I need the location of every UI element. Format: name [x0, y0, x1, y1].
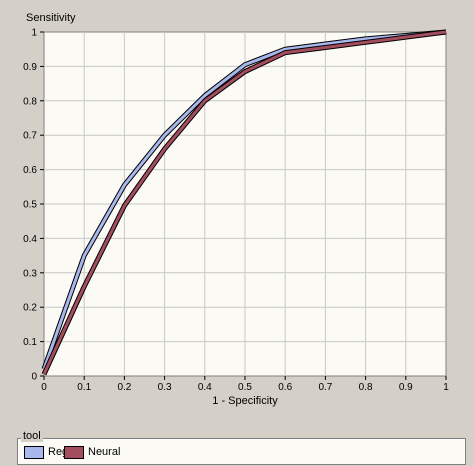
- y-tick-label: 0.3: [23, 268, 37, 279]
- y-tick-label: 0.1: [23, 337, 37, 348]
- x-tick-label: 0.7: [318, 382, 332, 393]
- legend-label-reg: Reg: [48, 446, 69, 458]
- legend-swatch-neural: [64, 445, 84, 459]
- y-axis-label: Sensitivity: [26, 12, 76, 24]
- legend-item-reg: Reg: [24, 445, 68, 459]
- ticks: 0 0.1 0.2 0.3 0.4 0.5 0.6 0.7 0.8 0.9 1 0 0.1 0.2 0.3 0…: [23, 28, 449, 394]
- y-tick-label: 0.2: [23, 303, 37, 314]
- x-tick-label: 0.2: [117, 382, 131, 393]
- legend-swatch-reg: [24, 445, 44, 459]
- x-tick-label: 0.3: [158, 382, 172, 393]
- x-tick-label: 0.8: [359, 382, 373, 393]
- y-tick-label: 0.6: [23, 165, 37, 176]
- y-tick-label: 0.5: [23, 200, 37, 211]
- x-tick-label: 0.1: [77, 382, 91, 393]
- y-tick-label: 0.7: [23, 131, 37, 142]
- y-tick-label: 0.9: [23, 62, 37, 73]
- legend-item-neural: Neural: [64, 445, 120, 459]
- x-tick-label: 1: [443, 382, 449, 393]
- x-tick-label: 0.6: [278, 382, 292, 393]
- legend-label-neural: Neural: [88, 446, 121, 458]
- x-tick-label: 0.9: [399, 382, 413, 393]
- series-line-neural: [42, 30, 447, 375]
- y-tick-label: 1: [31, 28, 37, 39]
- legend-title: tool: [21, 430, 43, 442]
- series-layer: [41, 29, 447, 376]
- y-tick-label: 0: [31, 372, 37, 383]
- x-tick-label: 0.5: [238, 382, 252, 393]
- y-tick-label: 0.4: [23, 234, 37, 245]
- series-line-reg: [42, 30, 447, 370]
- x-tick-label: 0.4: [198, 382, 212, 393]
- x-axis-label: 1 - Specificity: [212, 395, 278, 407]
- y-tick-label: 0.8: [23, 96, 37, 107]
- legend-box: [17, 438, 466, 465]
- x-tick-label: 0: [41, 382, 47, 393]
